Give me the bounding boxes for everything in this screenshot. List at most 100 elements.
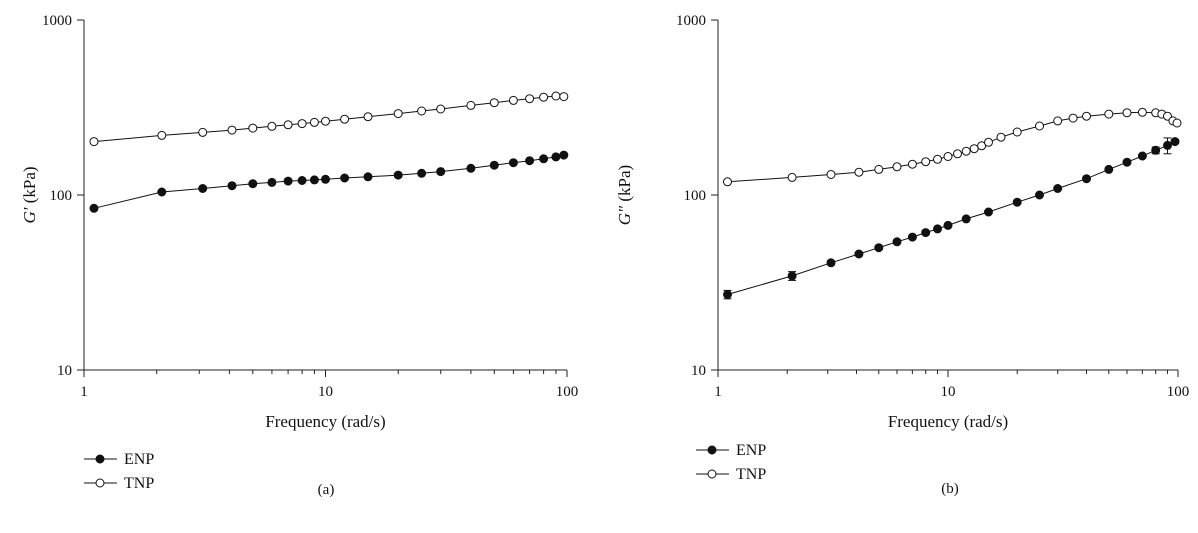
- panel-a-series-tnp-point: [283, 120, 293, 130]
- panel-b-series-enp-point: [892, 237, 902, 247]
- panel-b-series-tnp-point: [1137, 107, 1147, 117]
- panel-b-label: (b): [941, 481, 959, 497]
- panel-b-series-enp-point: [1082, 174, 1091, 184]
- panel-b-x-tick-label: 10: [941, 384, 956, 400]
- panel-b-series-tnp-point: [943, 152, 953, 161]
- panel-b-y-tick-label: 10: [691, 363, 706, 379]
- panel-b-series-tnp-point: [1053, 116, 1063, 126]
- panel-a-series-enp-point: [466, 163, 476, 173]
- panel-b-legend-tnp-marker: [707, 469, 717, 479]
- panel-a-x-tick-label: 100: [556, 384, 579, 400]
- panel-a-series-tnp-point: [508, 95, 518, 105]
- panel-a-legend-tnp-label: TNP: [124, 475, 154, 492]
- panel-b-series-tnp-point: [1082, 111, 1091, 121]
- panel-a-series-tnp-point: [198, 127, 208, 137]
- panel-a-series-tnp-point: [89, 137, 99, 147]
- panel-b-series-tnp-point: [953, 149, 962, 159]
- panel-a-series-tnp-point: [551, 91, 561, 101]
- panel-b-series-tnp-point: [977, 141, 987, 151]
- panel-a-series-tnp-line: [93, 95, 564, 143]
- panel-b-series-enp-line: [727, 141, 1176, 295]
- panel-b-series-enp-point: [921, 228, 931, 238]
- panel-b-series-enp-point: [826, 258, 836, 268]
- panel-a-series-tnp-point: [309, 117, 319, 127]
- panel-b-y-axis-symbol: G″: [615, 205, 634, 225]
- panel-b-series-tnp-point: [961, 146, 971, 156]
- panel-b-series-tnp-point: [1104, 109, 1114, 119]
- panel-a-series-tnp-point: [157, 130, 167, 140]
- panel-a-series-enp-point: [267, 177, 277, 187]
- panel-b-series-tnp-point: [996, 132, 1006, 142]
- panel-b-series-tnp-point: [826, 170, 836, 179]
- panel-b-x-tick-label: 1: [714, 384, 722, 400]
- panel-b-series-enp-point: [1104, 164, 1114, 174]
- panel-a-series-enp-point: [559, 150, 569, 160]
- panel-b-legend-tnp-label: TNP: [736, 466, 766, 483]
- panel-a-legend-enp-label: ENP: [124, 451, 154, 468]
- panel-a-series-tnp-point: [393, 109, 403, 119]
- panel-a-series-tnp-point: [248, 123, 258, 133]
- panel-a-series-enp-point: [417, 168, 427, 178]
- panel-b-series-tnp-point: [892, 162, 902, 172]
- panel-b-series-tnp-point: [854, 167, 864, 177]
- panel-a-series-tnp-point: [436, 104, 446, 114]
- panel-a-series-enp-point: [539, 154, 549, 164]
- panel-a-series-enp-point: [248, 179, 258, 189]
- panel-a-series-tnp-point: [466, 100, 476, 110]
- panel-a-series-enp-point: [525, 156, 535, 166]
- panel-a-series-enp-point: [489, 160, 499, 170]
- panel-a-series-enp-point: [309, 175, 319, 185]
- panel-b-series-tnp-point: [984, 137, 993, 147]
- panel-a-y-axis-symbol: G′: [20, 207, 39, 223]
- panel-b-y-tick-label: 100: [684, 188, 707, 204]
- panel-b-x-tick-label: 100: [1167, 384, 1190, 400]
- panel-b-series-tnp-point: [1035, 121, 1044, 131]
- panel-b-series-enp-point: [854, 249, 864, 259]
- panel-a-series-enp-point: [297, 176, 307, 185]
- panel-b-y-tick-label: 1000: [676, 13, 706, 29]
- panel-b-series-enp-point: [1170, 137, 1180, 147]
- panel-b-legend-enp-label: ENP: [736, 442, 766, 459]
- panel-a-series-enp-point: [551, 152, 561, 162]
- panel-b-y-axis-unit: (kPa): [615, 165, 634, 206]
- panel-b-series-tnp-point: [787, 172, 797, 182]
- panel-b-series-enp-point: [907, 232, 917, 242]
- panel-b-series-enp-point: [1053, 184, 1063, 193]
- panel-a-x-tick-label: 1: [80, 384, 88, 400]
- panel-a-series-tnp-point: [340, 114, 350, 124]
- panel-b-series-enp-point: [723, 290, 732, 299]
- panel-b-series-tnp-point: [1012, 127, 1022, 137]
- panel-b-series-enp-point: [874, 243, 884, 253]
- panel-b-series-tnp-point: [1172, 118, 1182, 128]
- panel-b-series-tnp-point: [1122, 108, 1132, 118]
- panel-a-series-tnp-point: [297, 119, 307, 129]
- panel-a-series-enp-point: [321, 174, 330, 184]
- panel-b-x-axis-label: Frequency (rad/s): [888, 412, 1008, 431]
- panel-a-series-enp-point: [198, 184, 208, 193]
- panel-a-series-tnp-point: [363, 112, 373, 122]
- panel-b-series-tnp-point: [969, 144, 979, 154]
- panel-a-series-enp-point: [363, 172, 373, 182]
- panel-a-legend-tnp-marker: [95, 478, 105, 488]
- panel-a-x-tick-label: 10: [318, 384, 333, 400]
- panel-a-legend-enp-marker: [95, 454, 105, 464]
- panel-b-series-tnp-point: [1068, 113, 1078, 123]
- panel-b-legend-enp-marker: [707, 445, 717, 455]
- panel-b-series-enp-point: [1035, 190, 1044, 200]
- panel-a-series-tnp-point: [559, 92, 569, 102]
- panel-a-y-tick-label: 100: [50, 188, 73, 204]
- panel-b-series-enp-point: [1137, 151, 1147, 161]
- panel-a-series-tnp-point: [267, 121, 277, 131]
- panel-b-series-enp-point: [787, 271, 797, 281]
- panel-b-series-enp-point: [984, 207, 993, 217]
- panel-a-x-axis-label: Frequency (rad/s): [265, 412, 385, 431]
- panel-b-series-enp-point: [1122, 157, 1132, 167]
- panel-b-series-enp-point: [943, 220, 953, 230]
- panel-b-series-tnp-point: [874, 164, 884, 174]
- panel-b-series-tnp-point: [907, 159, 917, 169]
- panel-a-series-enp-point: [393, 170, 403, 180]
- panel-b-series-enp-point: [1012, 197, 1022, 207]
- panel-a-y-tick-label: 10: [57, 363, 72, 379]
- panel-a-series-tnp-point: [489, 98, 499, 108]
